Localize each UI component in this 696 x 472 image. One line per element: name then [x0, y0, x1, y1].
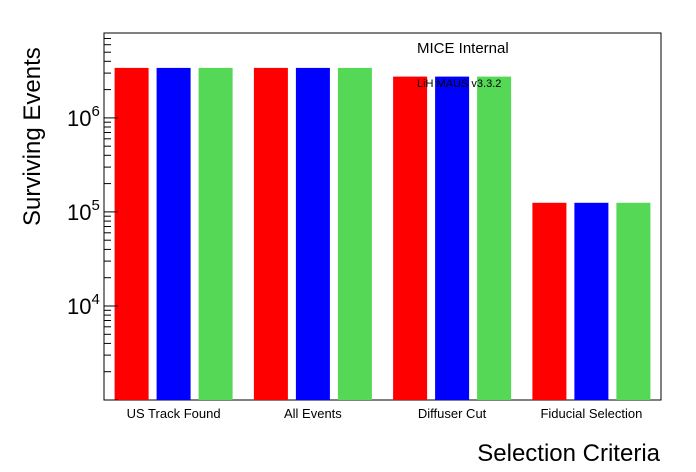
bar-1-2: [337, 67, 372, 401]
bar-0-1: [156, 67, 191, 401]
x-tick-label-0: US Track Found: [127, 406, 221, 421]
x-tick-label-2: Diffuser Cut: [418, 406, 487, 421]
x-axis-label: Selection Criteria: [477, 440, 660, 467]
bar-2-2: [477, 76, 512, 400]
bar-0-2: [198, 67, 233, 401]
x-tick-label-3: Fiducial Selection: [540, 406, 642, 421]
bar-1-0: [253, 67, 288, 401]
y-tick-label-2: 106: [67, 103, 100, 131]
bars-group: [114, 67, 651, 401]
y-axis-label: Surviving Events: [19, 47, 46, 226]
x-axis-tick-labels: US Track Found All Events Diffuser Cut Fidu…: [127, 406, 643, 421]
chart-title: MICE Internal: [417, 40, 509, 57]
bar-3-1: [574, 202, 609, 400]
bar-2-1: [435, 76, 470, 400]
y-axis-ticks: 104 105 106: [67, 32, 118, 401]
bar-1-1: [295, 67, 330, 401]
y-tick-label-1: 105: [67, 197, 100, 225]
chart-subtitle: LiH MAUS v3.3.2: [417, 78, 501, 90]
bar-3-2: [616, 202, 651, 400]
bar-2-0: [393, 76, 428, 400]
y-tick-label-0: 104: [67, 291, 100, 319]
bar-0-0: [114, 67, 149, 401]
x-tick-label-1: All Events: [284, 406, 342, 421]
bar-3-0: [532, 202, 567, 400]
